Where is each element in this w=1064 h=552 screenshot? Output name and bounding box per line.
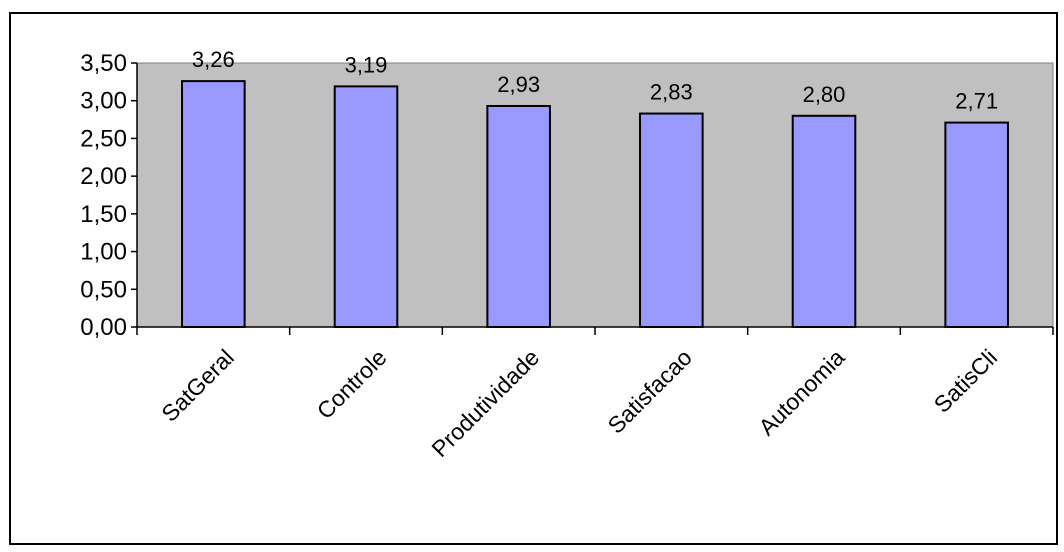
y-tick-label: 0,00 bbox=[80, 314, 127, 341]
axes-layer bbox=[131, 62, 1054, 335]
data-label: 3,26 bbox=[192, 47, 235, 72]
y-tick-label: 2,00 bbox=[80, 163, 127, 190]
y-tick-label: 3,50 bbox=[80, 50, 127, 77]
y-tick-label: 3,00 bbox=[80, 88, 127, 115]
data-label: 2,83 bbox=[650, 80, 693, 105]
data-label: 2,71 bbox=[955, 89, 998, 114]
y-tick-label: 0,50 bbox=[80, 276, 127, 303]
bar-autonomia bbox=[791, 114, 857, 328]
data-label: 2,93 bbox=[497, 72, 540, 97]
y-tick-label: 1,00 bbox=[80, 239, 127, 266]
plot-area bbox=[136, 62, 1054, 328]
bar-satisfacao bbox=[639, 112, 704, 328]
bar-produtividade bbox=[486, 104, 551, 328]
bar-satiscli bbox=[944, 121, 1009, 328]
bars-layer bbox=[181, 80, 1009, 328]
bar-controle bbox=[333, 85, 399, 328]
bar-satgeral bbox=[181, 80, 246, 328]
data-label: 2,80 bbox=[803, 82, 846, 107]
data-label: 3,19 bbox=[345, 52, 388, 77]
y-tick-label: 1,50 bbox=[80, 201, 127, 228]
y-tick-label: 2,50 bbox=[80, 125, 127, 152]
